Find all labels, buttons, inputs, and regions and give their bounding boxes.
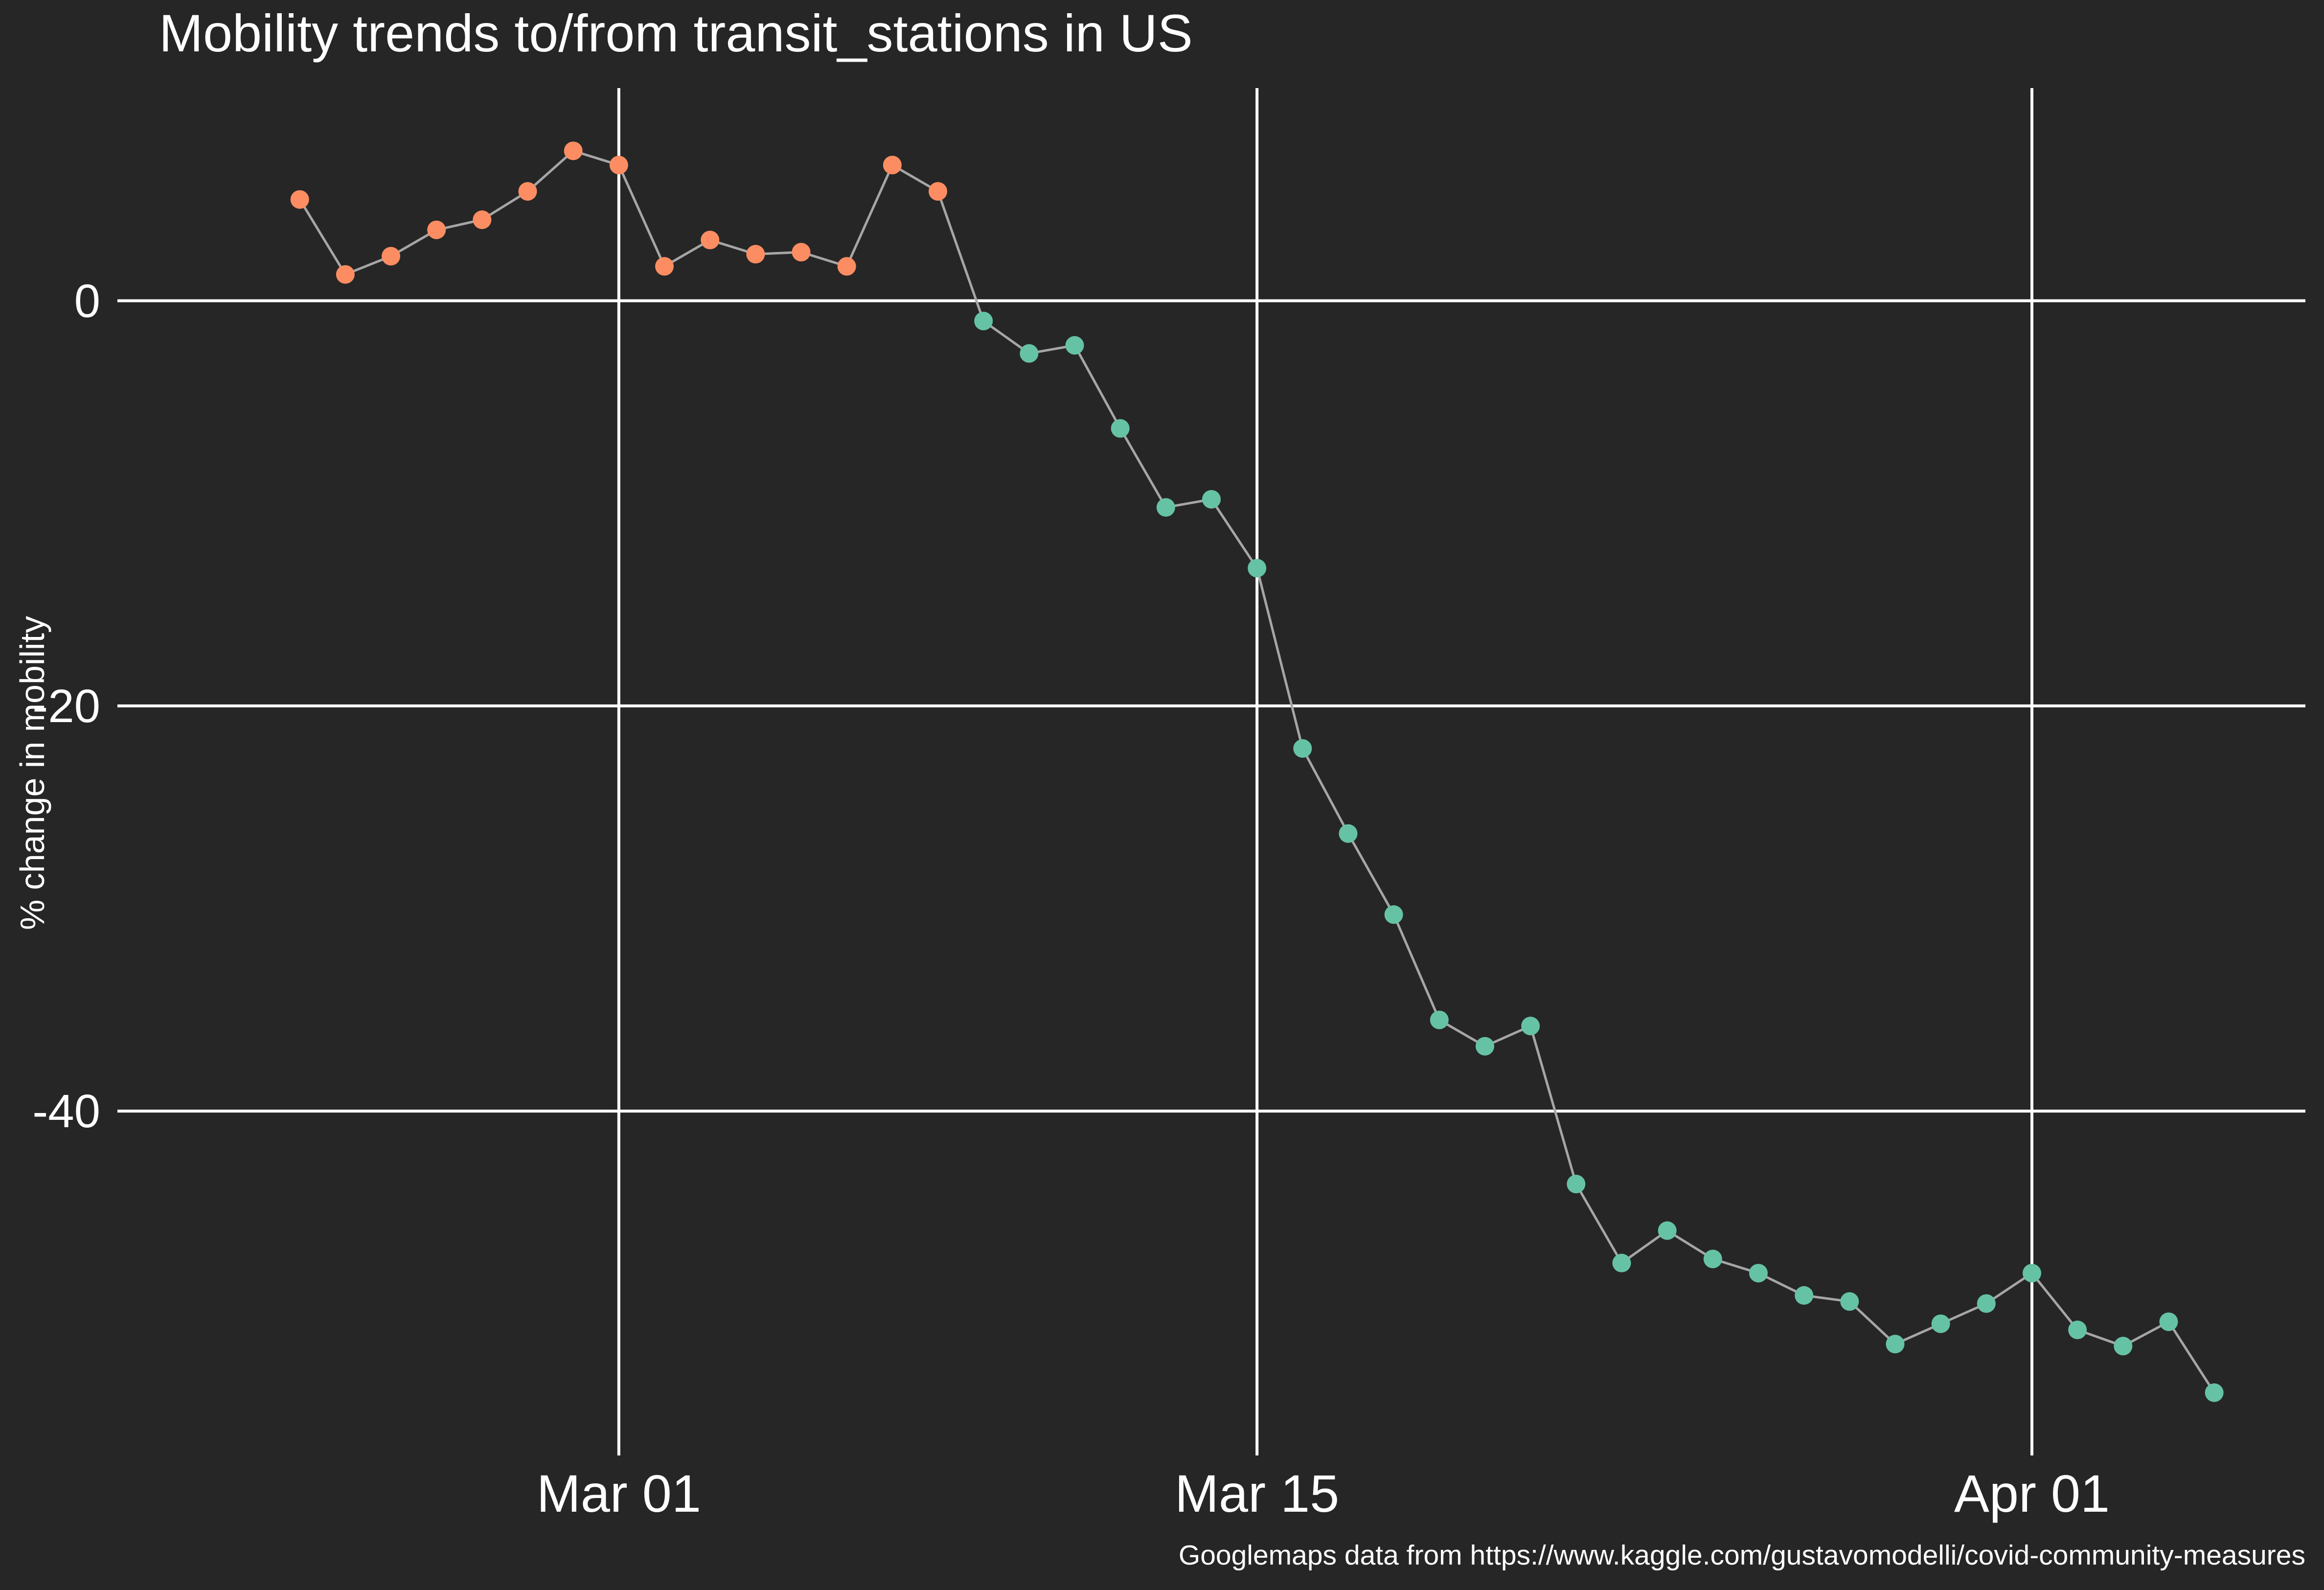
x-tick-label: Apr 01 [1954,1464,2110,1523]
data-point [974,312,993,331]
data-point [518,182,537,201]
data-point [2159,1312,2178,1331]
data-point [336,265,355,284]
data-point [609,156,628,175]
y-tick-label: 0 [74,275,100,327]
x-axis-ticks: Mar 01 Mar 15 Apr 01 [537,1464,2110,1523]
data-point [427,220,446,239]
data-point [2023,1264,2041,1283]
data-point [1840,1292,1859,1311]
data-point [1977,1294,1996,1313]
y-axis-label: % change in mobility [13,616,51,930]
data-point [1703,1249,1722,1269]
chart-title: Mobility trends to/from transit_stations… [159,3,1193,63]
data-point [1065,336,1084,355]
data-point [883,156,902,175]
data-point [1931,1314,1950,1333]
data-point [655,257,674,276]
data-point [2114,1337,2133,1356]
data-point [837,257,856,276]
x-tick-label: Mar 01 [537,1464,701,1523]
data-point [1339,824,1358,843]
data-point [382,247,400,266]
data-point [1111,419,1130,438]
y-tick-label: -40 [32,1085,100,1137]
data-point [290,190,309,209]
data-point [1658,1221,1677,1240]
chart-caption: Googlemaps data from https://www.kaggle.… [1179,1540,2305,1571]
data-point [1020,344,1039,363]
data-point [1749,1264,1768,1283]
data-point [1156,498,1175,517]
data-point [1612,1253,1631,1272]
series-layer [290,141,2224,1402]
data-point [1886,1335,1905,1354]
y-axis-ticks: 0 -20 -40 [32,275,100,1137]
data-point [1384,905,1403,924]
data-point [792,243,811,262]
data-point [746,245,765,264]
x-tick-label: Mar 15 [1175,1464,1339,1523]
data-point [929,182,947,201]
data-point [1430,1010,1449,1029]
data-point [2068,1320,2087,1340]
data-point [1795,1286,1814,1305]
data-point [2205,1383,2224,1402]
data-point [1476,1037,1494,1056]
data-point [1521,1017,1540,1036]
data-point [1567,1175,1586,1194]
data-point [473,210,492,229]
y-tick-label: -20 [32,680,100,732]
data-point [1248,559,1267,578]
data-point [564,141,583,160]
gridlines [117,88,2305,1455]
data-point [1202,490,1221,509]
data-point [1293,739,1312,758]
data-point [701,230,720,250]
